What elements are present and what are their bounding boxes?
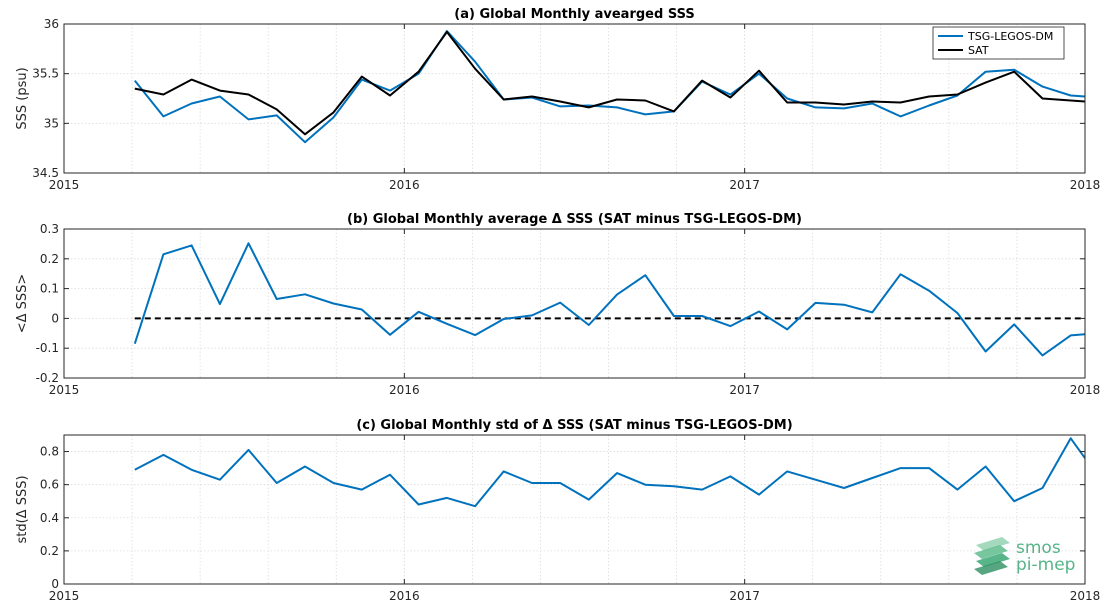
smos-pi-mep-logo: smos pi-mep (974, 537, 1075, 575)
chart-panel-2: 2015 2016 2017 2018 -0.2 -0.1 0 0.1 0.2 0.3 (b) Gl… (15, 212, 1100, 397)
panel-title: (a) Global Monthly avearged SSS (454, 7, 694, 22)
series-line-delta-sss (133, 242, 1085, 357)
x-tick-label: 2018 (1070, 589, 1101, 603)
plot-frame (63, 228, 1086, 379)
series-line-sat (134, 30, 1085, 136)
logo-text-pi-mep: pi-mep (1016, 555, 1075, 575)
legend-entry: SAT (968, 44, 989, 57)
x-tick-label: 2017 (729, 383, 760, 397)
y-tick-label: 35.5 (32, 67, 59, 81)
x-tick-label: 2015 (49, 589, 80, 603)
y-tick-label: 0 (51, 311, 59, 325)
y-tick-label: 0.4 (40, 511, 59, 525)
x-tick-label: 2018 (1070, 383, 1101, 397)
x-tick-label: 2016 (389, 178, 420, 192)
legend-box (932, 26, 1065, 60)
x-tick-label: 2017 (729, 178, 760, 192)
y-tick-label: 0 (51, 577, 59, 591)
logo-text-smos: smos (1016, 538, 1061, 558)
series-line-delta-sss (134, 437, 1085, 508)
y-tick-label: 36 (44, 17, 59, 31)
logo-mark-icon (974, 537, 1010, 575)
y-tick-label: 0.2 (40, 252, 59, 266)
y-tick-label: 0.6 (40, 478, 59, 492)
x-tick-label: 2017 (729, 589, 760, 603)
plot-frame (63, 23, 1086, 174)
x-tick-label: 2015 (49, 383, 80, 397)
y-tick-label: 0.2 (40, 544, 59, 558)
y-tick-label: 35 (44, 116, 59, 130)
y-axis-label: SSS (psu) (15, 67, 30, 129)
y-tick-label: 0.8 (40, 445, 59, 459)
chart-panel-1: 2015 2016 2017 2018 34.5 35 35.5 36 (a) Global M… (15, 7, 1100, 192)
y-tick-label: 0.1 (40, 282, 59, 296)
x-tick-label: 2015 (49, 178, 80, 192)
plot-frame (63, 434, 1086, 585)
series-line-tsg-legos-dm (134, 30, 1085, 144)
panel-title: (b) Global Monthly average Δ SSS (SAT mi… (347, 212, 802, 227)
legend-entry: TSG-LEGOS-DM (967, 30, 1053, 43)
chart-panels: 2015 2016 2017 2018 34.5 35 35.5 36 (a) Global M… (15, 7, 1100, 603)
y-axis-label: <Δ SSS> (15, 274, 30, 334)
panel-title: (c) Global Monthly std of Δ SSS (SAT min… (356, 418, 792, 433)
x-tick-label: 2018 (1070, 178, 1101, 192)
y-tick-label: -0.1 (36, 341, 59, 355)
y-tick-label: -0.2 (36, 371, 59, 385)
y-axis-label: std(Δ SSS) (15, 475, 30, 543)
chart-panel-3: 2015 2016 2017 2018 0 0.2 0.4 0.6 0.8 (c) Global … (15, 418, 1100, 603)
x-tick-label: 2016 (389, 589, 420, 603)
x-tick-label: 2016 (389, 383, 420, 397)
y-tick-label: 34.5 (32, 166, 59, 180)
y-tick-label: 0.3 (40, 222, 59, 236)
